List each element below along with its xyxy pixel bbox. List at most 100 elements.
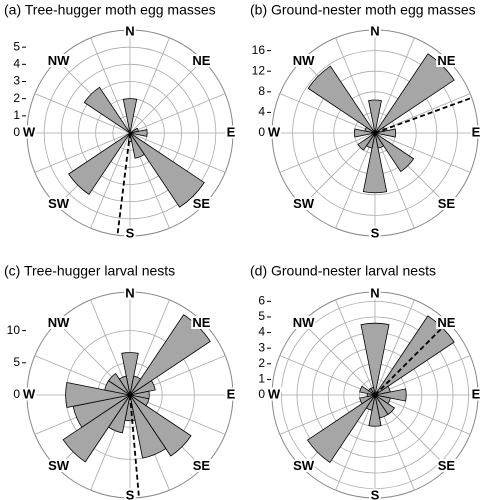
spoke	[374, 394, 471, 435]
y-tick-label: 2	[13, 91, 20, 105]
chart-title: (a) Tree-hugger moth egg masses	[4, 2, 216, 18]
mean-direction	[374, 321, 449, 396]
chart-title: (c) Tree-hugger larval nests	[4, 263, 175, 279]
spoke	[301, 321, 376, 396]
wedge	[374, 53, 455, 134]
mean-direction	[374, 96, 473, 134]
y-tick-label: 2	[258, 356, 265, 370]
chart-title: (b) Ground-nester moth egg masses	[250, 2, 476, 18]
direction-label: W	[268, 386, 281, 401]
spoke	[374, 37, 415, 134]
wedge	[368, 99, 382, 134]
spoke	[374, 299, 415, 396]
direction-label: N	[370, 285, 379, 300]
direction-label: NW	[48, 53, 70, 68]
wedge	[307, 65, 376, 134]
y-tick-label: 16	[252, 43, 266, 57]
wedge	[129, 380, 156, 396]
direction-label: SW	[48, 196, 70, 211]
direction-label: E	[472, 386, 481, 401]
wedge	[108, 373, 131, 396]
direction-label: SE	[193, 196, 211, 211]
spoke	[279, 394, 376, 435]
direction-label: SW	[48, 458, 70, 473]
y-tick-label: 0	[258, 387, 265, 401]
wedge	[129, 394, 167, 459]
direction-label: SE	[438, 196, 456, 211]
direction-label: N	[125, 23, 134, 38]
y-tick-label: 5	[13, 355, 20, 369]
spoke	[90, 37, 131, 134]
direction-label: E	[227, 124, 236, 139]
direction-label: W	[23, 386, 36, 401]
spoke	[34, 93, 131, 134]
chart-title: (d) Ground-nester larval nests	[250, 263, 436, 279]
direction-label: NE	[437, 315, 455, 330]
y-tick-label: 12	[252, 63, 266, 77]
spoke	[90, 132, 131, 229]
wedge	[374, 128, 396, 138]
direction-label: NW	[48, 315, 70, 330]
wedge	[65, 381, 131, 409]
direction-label: SW	[293, 196, 315, 211]
spoke	[129, 37, 170, 134]
wedge	[83, 86, 131, 134]
y-tick-label: 0	[13, 125, 20, 139]
spoke	[279, 93, 376, 134]
direction-label: S	[371, 225, 380, 240]
direction-label: W	[268, 124, 281, 139]
spoke	[374, 355, 471, 396]
direction-label: NE	[192, 53, 210, 68]
y-tick-label: 6	[258, 294, 265, 308]
y-tick-label: 0	[13, 387, 20, 401]
wedge	[357, 132, 376, 151]
y-tick-label: 3	[258, 340, 265, 354]
wedge	[374, 132, 415, 173]
direction-label: NW	[293, 315, 315, 330]
mean-direction	[129, 394, 140, 498]
direction-label: NE	[192, 315, 210, 330]
direction-label: SW	[293, 458, 315, 473]
y-tick-label: 3	[13, 74, 20, 88]
wedge	[374, 388, 407, 402]
wedge	[68, 132, 131, 195]
spoke	[129, 59, 204, 134]
wedge	[359, 394, 376, 405]
spoke	[335, 299, 376, 396]
direction-label: E	[472, 124, 481, 139]
spoke	[335, 394, 376, 491]
y-tick-label: 1	[258, 372, 265, 386]
direction-label: SE	[193, 458, 211, 473]
wedge	[368, 394, 382, 427]
spoke	[279, 355, 376, 396]
direction-label: E	[227, 386, 236, 401]
spoke	[279, 132, 376, 173]
y-tick-label: 10	[7, 323, 21, 337]
y-tick-label: 5	[13, 39, 20, 53]
y-tick-label: 8	[258, 84, 265, 98]
wedge	[306, 394, 376, 464]
y-tick-label: 4	[13, 57, 20, 71]
wedge	[122, 98, 138, 134]
spoke	[129, 93, 226, 134]
direction-label: NW	[293, 53, 315, 68]
direction-label: S	[126, 487, 135, 500]
y-tick-label: 5	[258, 309, 265, 323]
wedge	[129, 132, 205, 208]
spoke	[34, 132, 131, 173]
spoke	[129, 132, 226, 173]
wedge	[129, 314, 211, 396]
wedge	[370, 386, 376, 396]
spoke	[374, 132, 415, 229]
wedge	[129, 129, 148, 137]
mean-direction	[116, 132, 131, 236]
wedge	[121, 352, 139, 396]
direction-label: W	[23, 124, 36, 139]
wedge	[129, 132, 145, 159]
wedge	[354, 128, 376, 138]
wedge	[360, 322, 390, 396]
wedge	[118, 375, 131, 396]
y-tick-label: 4	[258, 105, 265, 119]
direction-label: NE	[437, 53, 455, 68]
y-tick-label: 0	[258, 125, 265, 139]
